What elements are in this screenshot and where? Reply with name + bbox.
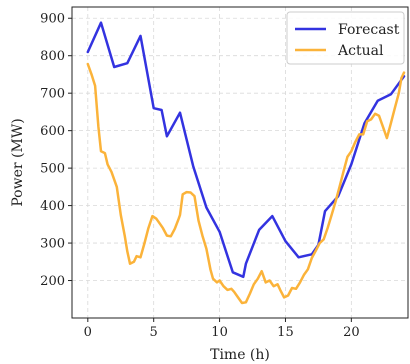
y-tick-label: 500 xyxy=(40,162,65,177)
y-tick-label: 400 xyxy=(40,199,65,214)
plot-frame xyxy=(71,6,409,319)
x-tick-label: 0 xyxy=(84,325,92,340)
x-tick-label: 15 xyxy=(277,325,294,340)
y-tick-label: 900 xyxy=(40,12,65,27)
x-tick-label: 20 xyxy=(343,325,360,340)
x-tick-label: 10 xyxy=(211,325,228,340)
y-tick-label: 200 xyxy=(40,274,65,289)
y-tick-label: 300 xyxy=(40,237,65,252)
y-axis-label: Power (MW) xyxy=(10,118,26,206)
y-tick-label: 600 xyxy=(40,124,65,139)
series-line-actual xyxy=(86,62,406,305)
legend-label-forecast: Forecast xyxy=(338,22,400,38)
series-line-forecast xyxy=(86,21,406,279)
y-tick-label: 800 xyxy=(40,49,65,64)
legend-label-actual: Actual xyxy=(337,43,384,59)
series-lines xyxy=(86,21,406,305)
x-tick-label: 5 xyxy=(150,325,158,340)
legend: Forecast Actual xyxy=(286,11,405,65)
axis-ticks: 0 5 10 15 20 200 300 400 500 600 700 800 900 xyxy=(40,12,359,340)
y-tick-label: 700 xyxy=(40,87,65,102)
x-axis-label: Time (h) xyxy=(210,347,270,363)
